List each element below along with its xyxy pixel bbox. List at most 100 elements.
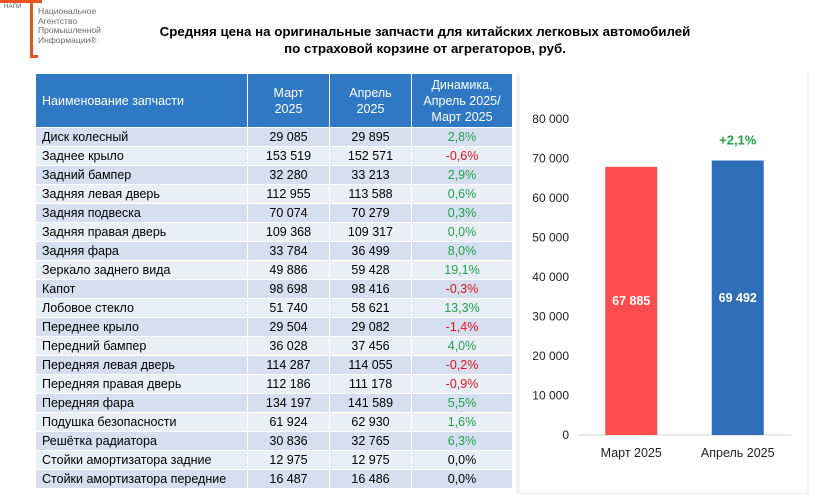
logo-abbreviation: НАПИ bbox=[4, 4, 22, 10]
part-name-cell: Заднее крыло bbox=[35, 146, 248, 166]
table-row: Задняя подвеска 70 074 70 279 0,3% bbox=[35, 203, 513, 223]
part-name-cell: Передняя фара bbox=[35, 393, 248, 413]
logo-line: Агентство bbox=[38, 15, 78, 26]
header-dynamics-l2: Апрель 2025/ bbox=[423, 93, 501, 108]
dynamics-cell: 19,1% bbox=[411, 260, 513, 280]
header-dynamics-l3: Март 2025 bbox=[431, 109, 493, 124]
x-tick-label: Март 2025 bbox=[601, 446, 662, 460]
part-name-cell: Диск колесный bbox=[35, 127, 248, 147]
dynamics-cell: 5,5% bbox=[411, 393, 513, 413]
header-march: Март 2025 bbox=[247, 73, 330, 128]
march-price-cell: 134 197 bbox=[247, 393, 330, 413]
y-tick-label: 80 000 bbox=[532, 112, 569, 126]
dynamics-cell: 6,3% bbox=[411, 431, 513, 451]
y-tick-label: 40 000 bbox=[532, 270, 569, 284]
dynamics-cell: -0,6% bbox=[411, 146, 513, 166]
table-row: Переднее крыло 29 504 29 082 -1,4% bbox=[35, 317, 513, 337]
table-row: Заднее крыло 153 519 152 571 -0,6% bbox=[35, 146, 513, 166]
part-name-cell: Капот bbox=[35, 279, 248, 299]
table-row: Задний бампер 32 280 33 213 2,9% bbox=[35, 165, 513, 185]
part-name-cell: Стойки амортизатора задние bbox=[35, 450, 248, 470]
april-price-cell: 62 930 bbox=[329, 412, 412, 432]
y-tick-label: 0 bbox=[562, 428, 569, 442]
part-name-cell: Задний бампер bbox=[35, 165, 248, 185]
table-row: Подушка безопасности 61 924 62 930 1,6% bbox=[35, 412, 513, 432]
parts-price-table: Наименование запчасти Март 2025 Апрель 2… bbox=[35, 73, 513, 489]
april-price-cell: 33 213 bbox=[329, 165, 412, 185]
part-name-cell: Задняя подвеска bbox=[35, 203, 248, 223]
header-march-l2: 2025 bbox=[274, 101, 303, 116]
march-price-cell: 49 886 bbox=[247, 260, 330, 280]
part-name-cell: Задняя левая дверь bbox=[35, 184, 248, 204]
dynamics-cell: 0,6% bbox=[411, 184, 513, 204]
april-price-cell: 36 499 bbox=[329, 241, 412, 261]
part-name-cell: Лобовое стекло bbox=[35, 298, 248, 318]
march-price-cell: 51 740 bbox=[247, 298, 330, 318]
dynamics-cell: -1,4% bbox=[411, 317, 513, 337]
y-tick-label: 60 000 bbox=[532, 191, 569, 205]
april-price-cell: 16 486 bbox=[329, 469, 412, 489]
logo-frame-top bbox=[0, 0, 31, 3]
table-row: Лобовое стекло 51 740 58 621 13,3% bbox=[35, 298, 513, 318]
header-april-l1: Апрель bbox=[349, 85, 392, 100]
header-april-l2: 2025 bbox=[356, 101, 385, 116]
napi-logo: НАПИ Национальное Агентство Промышленной… bbox=[0, 0, 110, 60]
april-price-cell: 111 178 bbox=[329, 374, 412, 394]
march-price-cell: 61 924 bbox=[247, 412, 330, 432]
y-tick-label: 10 000 bbox=[532, 389, 569, 403]
april-price-cell: 109 317 bbox=[329, 222, 412, 242]
header-part-name: Наименование запчасти bbox=[35, 73, 248, 128]
dynamics-cell: 0,0% bbox=[411, 450, 513, 470]
y-tick-label: 30 000 bbox=[532, 310, 569, 324]
bar-value-label: 69 492 bbox=[719, 291, 757, 305]
table-row: Зеркало заднего вида 49 886 59 428 19,1% bbox=[35, 260, 513, 280]
bar-april bbox=[711, 160, 764, 435]
part-name-cell: Зеркало заднего вида bbox=[35, 260, 248, 280]
logo-line: Информации® bbox=[38, 34, 97, 45]
logo-frame-bottom bbox=[30, 55, 38, 58]
march-price-cell: 98 698 bbox=[247, 279, 330, 299]
march-price-cell: 109 368 bbox=[247, 222, 330, 242]
part-name-cell: Переднее крыло bbox=[35, 317, 248, 337]
dynamics-cell: 13,3% bbox=[411, 298, 513, 318]
table-row: Стойки амортизатора передние 16 487 16 486… bbox=[35, 469, 513, 489]
logo-line: Национальное bbox=[38, 6, 97, 16]
dynamics-cell: 0,0% bbox=[411, 222, 513, 242]
table-row: Задняя левая дверь 112 955 113 588 0,6% bbox=[35, 184, 513, 204]
header-march-l1: Март bbox=[273, 85, 304, 100]
table-row: Диск колесный 29 085 29 895 2,8% bbox=[35, 127, 513, 147]
april-price-cell: 141 589 bbox=[329, 393, 412, 413]
march-price-cell: 29 085 bbox=[247, 127, 330, 147]
dynamics-cell: -0,2% bbox=[411, 355, 513, 375]
march-price-cell: 29 504 bbox=[247, 317, 330, 337]
april-price-cell: 32 765 bbox=[329, 431, 412, 451]
march-price-cell: 112 186 bbox=[247, 374, 330, 394]
april-price-cell: 58 621 bbox=[329, 298, 412, 318]
part-name-cell: Передняя правая дверь bbox=[35, 374, 248, 394]
growth-annotation: +2,1% bbox=[719, 133, 757, 148]
march-price-cell: 33 784 bbox=[247, 241, 330, 261]
april-price-cell: 37 456 bbox=[329, 336, 412, 356]
table-row: Решётка радиатора 30 836 32 765 6,3% bbox=[35, 431, 513, 451]
dynamics-cell: 8,0% bbox=[411, 241, 513, 261]
logo-line: Промышленной bbox=[38, 25, 101, 36]
part-name-cell: Передняя левая дверь bbox=[35, 355, 248, 375]
dynamics-cell: 4,0% bbox=[411, 336, 513, 356]
april-price-cell: 70 279 bbox=[329, 203, 412, 223]
logo-frame-side bbox=[30, 0, 33, 58]
table-row: Передняя правая дверь 112 186 111 178 -0,9% bbox=[35, 374, 513, 394]
page-title: Средняя цена на оригинальные запчасти дл… bbox=[120, 23, 730, 57]
march-price-cell: 12 975 bbox=[247, 450, 330, 470]
price-bar-chart: 0 10 000 20 000 30 000 40 000 50 000 60 000 70 … bbox=[532, 112, 791, 460]
header-dynamics-l1: Динамика, bbox=[431, 77, 493, 92]
table-row: Стойки амортизатора задние 12 975 12 975 0,… bbox=[35, 450, 513, 470]
bar-march bbox=[605, 166, 658, 435]
march-price-cell: 32 280 bbox=[247, 165, 330, 185]
y-tick-label: 50 000 bbox=[532, 231, 569, 245]
march-price-cell: 114 287 bbox=[247, 355, 330, 375]
april-price-cell: 29 082 bbox=[329, 317, 412, 337]
table-row: Передняя левая дверь 114 287 114 055 -0,2% bbox=[35, 355, 513, 375]
part-name-cell: Стойки амортизатора передние bbox=[35, 469, 248, 489]
page-title-line-2: по страховой корзине от агрегаторов, руб… bbox=[284, 41, 566, 56]
table-row: Задняя фара 33 784 36 499 8,0% bbox=[35, 241, 513, 261]
